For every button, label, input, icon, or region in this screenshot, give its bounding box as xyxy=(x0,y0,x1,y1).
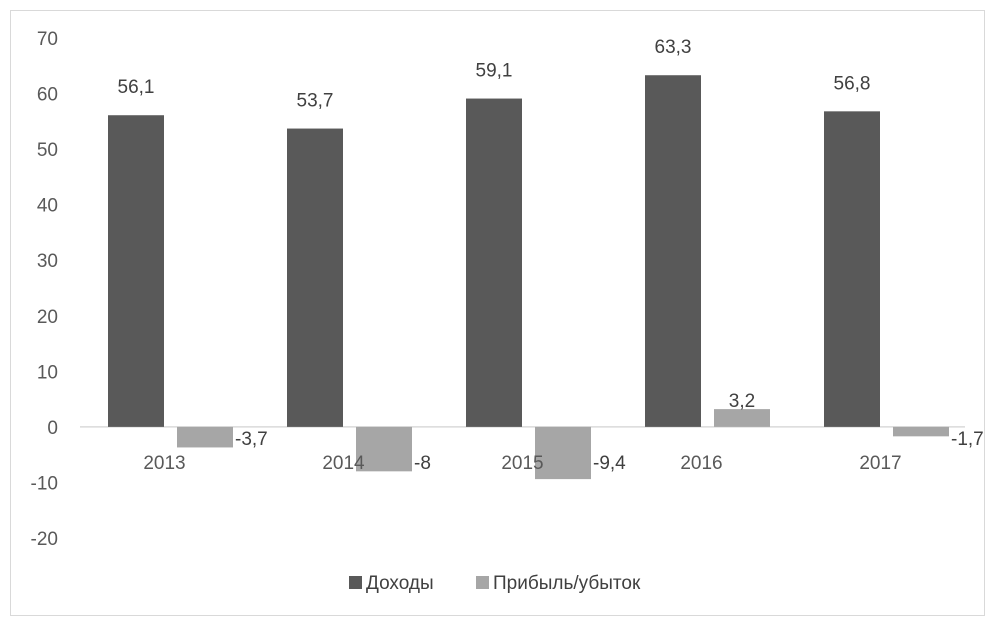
x-tick-label: 2013 xyxy=(143,453,185,474)
data-label: 56,8 xyxy=(834,73,871,94)
data-label: 53,7 xyxy=(297,91,334,112)
legend-label: Прибыль/убыток xyxy=(493,573,641,594)
data-label: -3,7 xyxy=(235,429,268,450)
y-tick-label: 10 xyxy=(37,362,58,383)
data-label: -9,4 xyxy=(593,453,626,474)
y-axis: 70 60 50 40 30 20 10 0 -10 -20 xyxy=(31,29,58,550)
bar-income-2017 xyxy=(824,111,880,427)
bar-profit-2016 xyxy=(714,409,770,427)
legend: Доходы Прибыль/убыток xyxy=(349,573,641,594)
data-label: 56,1 xyxy=(118,77,155,98)
bar-income-2013 xyxy=(108,115,164,427)
legend-label: Доходы xyxy=(366,573,434,594)
legend-swatch xyxy=(349,576,362,589)
y-tick-label: 60 xyxy=(37,85,58,106)
y-tick-label: 40 xyxy=(37,196,58,217)
x-axis: 2013 2014 2015 2016 2017 xyxy=(143,453,901,474)
data-label: 59,1 xyxy=(476,61,513,82)
data-label: 3,2 xyxy=(729,391,755,412)
y-tick-label: -20 xyxy=(31,529,58,550)
x-tick-label: 2016 xyxy=(680,453,722,474)
x-tick-label: 2015 xyxy=(501,453,543,474)
bar-profit-2015 xyxy=(535,426,591,480)
x-tick-label: 2014 xyxy=(322,453,365,474)
bar-profit-2017 xyxy=(893,426,949,437)
bar-profit-2014 xyxy=(356,426,412,472)
data-label: 63,3 xyxy=(655,37,692,58)
x-tick-label: 2017 xyxy=(859,453,901,474)
y-tick-label: 50 xyxy=(37,140,58,161)
bar-income-2015 xyxy=(466,98,522,427)
data-label: -1,7 xyxy=(951,429,984,450)
y-tick-label: 70 xyxy=(37,29,58,50)
data-labels: 56,1 -3,7 53,7 -8 59,1 -9,4 63,3 3,2 56,8 -1,7 xyxy=(118,37,984,474)
y-tick-label: -10 xyxy=(31,473,58,494)
legend-swatch xyxy=(476,576,489,589)
y-tick-label: 0 xyxy=(47,418,58,439)
y-tick-label: 30 xyxy=(37,251,58,272)
bar-income-2016 xyxy=(645,75,701,427)
bar-income-2014 xyxy=(287,128,343,427)
data-label: -8 xyxy=(414,453,431,474)
bar-profit-2013 xyxy=(177,426,233,448)
bars-group xyxy=(108,75,949,480)
y-tick-label: 20 xyxy=(37,307,58,328)
